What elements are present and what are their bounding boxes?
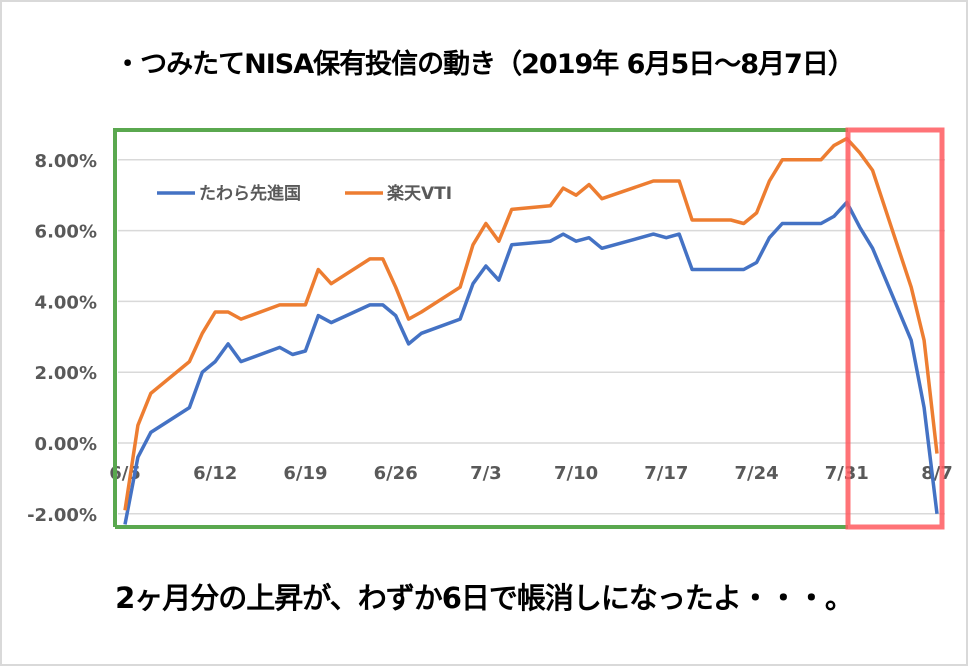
series-lines (123, 136, 939, 525)
x-tick-label: 7/17 (644, 463, 688, 484)
y-tick-label: -2.00% (27, 505, 97, 526)
x-tick-label: 6/12 (193, 463, 237, 484)
x-tick-label: 6/19 (283, 463, 327, 484)
y-tick-label: 0.00% (35, 434, 97, 455)
gridlines (118, 159, 945, 515)
x-tick-label: 7/24 (734, 463, 778, 484)
y-tick-label: 6.00% (35, 222, 97, 243)
legend-label: たわら先進国 (199, 183, 301, 204)
chart-title: ・つみたてNISA保有投信の動き（2019年 6月5日〜8月7日） (114, 49, 855, 80)
series-line (123, 136, 939, 511)
green-highlight-frame (113, 128, 848, 529)
x-tick-label: 6/26 (374, 463, 418, 484)
x-tick-label: 7/3 (470, 463, 502, 484)
x-tick-label: 7/10 (554, 463, 598, 484)
highlight-frames (113, 127, 945, 530)
y-axis-labels: 8.00% 6.00% 4.00% 2.00% 0.00% -2.00% (27, 151, 97, 526)
series-line (123, 200, 939, 525)
y-tick-label: 8.00% (35, 151, 97, 172)
caption-text: 2ヶ月分の上昇が、わずか6日で帳消しになったよ・・・。 (115, 581, 854, 615)
y-tick-label: 4.00% (35, 292, 97, 313)
legend-label: 楽天VTI (387, 183, 452, 204)
red-highlight-frame (845, 127, 945, 530)
y-tick-label: 2.00% (35, 363, 97, 384)
x-axis-labels: 6/5 6/12 6/19 6/26 7/3 7/10 7/17 7/24 7/31 8/7 (109, 463, 953, 484)
legend: たわら先進国 楽天VTI (157, 183, 452, 204)
x-tick-label: 8/7 (921, 463, 953, 484)
